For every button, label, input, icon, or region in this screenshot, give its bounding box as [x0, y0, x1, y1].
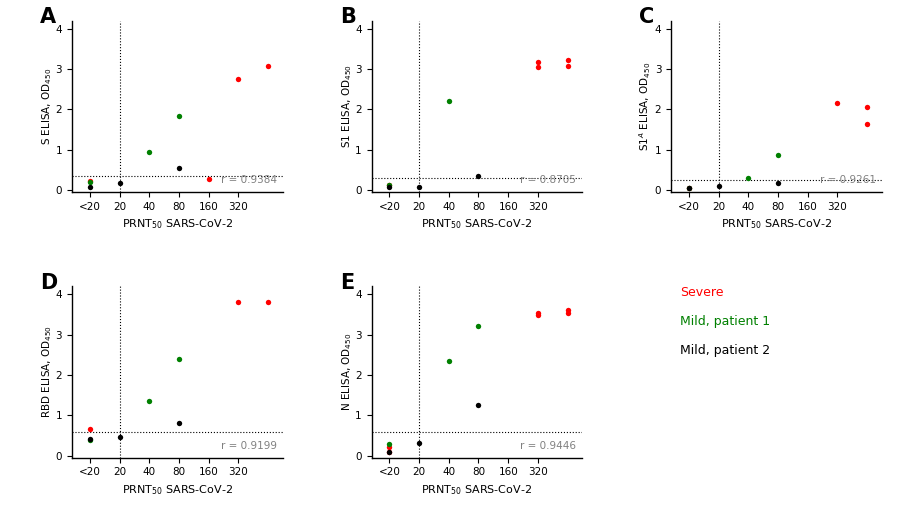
Text: E: E [340, 272, 354, 293]
Text: C: C [639, 7, 654, 27]
Y-axis label: S1 ELISA, OD$_{450}$: S1 ELISA, OD$_{450}$ [340, 64, 354, 148]
Point [382, 181, 397, 189]
X-axis label: PRNT$_{50}$ SARS-CoV-2: PRNT$_{50}$ SARS-CoV-2 [122, 217, 233, 231]
Point [860, 120, 874, 128]
Point [112, 179, 127, 187]
Point [142, 148, 157, 156]
Point [83, 183, 97, 191]
Y-axis label: RBD ELISA, OD$_{450}$: RBD ELISA, OD$_{450}$ [40, 326, 54, 419]
Text: B: B [340, 7, 356, 27]
Point [681, 184, 696, 192]
Point [83, 436, 97, 445]
Point [561, 56, 575, 64]
X-axis label: PRNT$_{50}$ SARS-CoV-2: PRNT$_{50}$ SARS-CoV-2 [122, 483, 233, 497]
Point [382, 448, 397, 457]
Y-axis label: S ELISA, OD$_{450}$: S ELISA, OD$_{450}$ [40, 68, 54, 145]
Text: r = 0.9384: r = 0.9384 [220, 175, 276, 185]
Point [231, 75, 246, 83]
Point [561, 306, 575, 314]
Point [531, 311, 545, 319]
Point [382, 440, 397, 448]
Y-axis label: N ELISA, OD$_{450}$: N ELISA, OD$_{450}$ [340, 333, 354, 411]
Point [442, 357, 456, 365]
Point [681, 184, 696, 192]
Text: Mild, patient 2: Mild, patient 2 [680, 344, 770, 357]
Point [261, 297, 275, 306]
Text: r = 0.9199: r = 0.9199 [220, 441, 276, 451]
Point [172, 355, 186, 363]
Point [830, 99, 844, 108]
Point [561, 62, 575, 70]
Point [83, 178, 97, 186]
Point [83, 435, 97, 443]
Text: D: D [40, 272, 58, 293]
Point [770, 179, 785, 187]
Point [382, 447, 397, 456]
Point [442, 97, 456, 106]
Point [531, 308, 545, 317]
Point [172, 164, 186, 172]
Point [382, 443, 397, 451]
X-axis label: PRNT$_{50}$ SARS-CoV-2: PRNT$_{50}$ SARS-CoV-2 [421, 217, 533, 231]
Point [83, 425, 97, 434]
Point [261, 62, 275, 70]
Point [681, 184, 696, 192]
Point [472, 401, 486, 409]
Point [472, 322, 486, 330]
Point [382, 183, 397, 191]
Text: A: A [40, 7, 57, 27]
Text: Severe: Severe [680, 287, 724, 300]
Point [172, 111, 186, 120]
Point [531, 58, 545, 66]
Text: Mild, patient 1: Mild, patient 1 [680, 315, 770, 328]
Point [172, 419, 186, 427]
Point [202, 175, 216, 183]
X-axis label: PRNT$_{50}$ SARS-CoV-2: PRNT$_{50}$ SARS-CoV-2 [721, 217, 833, 231]
Point [382, 181, 397, 189]
Text: r = 0.9446: r = 0.9446 [520, 441, 576, 451]
Point [412, 183, 427, 191]
Y-axis label: S1$^{A}$ ELISA, OD$_{450}$: S1$^{A}$ ELISA, OD$_{450}$ [638, 62, 653, 151]
Point [531, 63, 545, 71]
Point [83, 177, 97, 185]
Text: r = 0.9261: r = 0.9261 [820, 175, 876, 185]
Point [231, 297, 246, 306]
Point [741, 174, 755, 182]
Text: r = 0.8705: r = 0.8705 [520, 175, 576, 185]
Point [860, 103, 874, 112]
Point [412, 438, 427, 447]
Point [561, 308, 575, 317]
Point [711, 181, 725, 190]
Point [112, 433, 127, 441]
Point [142, 397, 157, 405]
Point [472, 172, 486, 180]
Point [770, 150, 785, 159]
X-axis label: PRNT$_{50}$ SARS-CoV-2: PRNT$_{50}$ SARS-CoV-2 [421, 483, 533, 497]
